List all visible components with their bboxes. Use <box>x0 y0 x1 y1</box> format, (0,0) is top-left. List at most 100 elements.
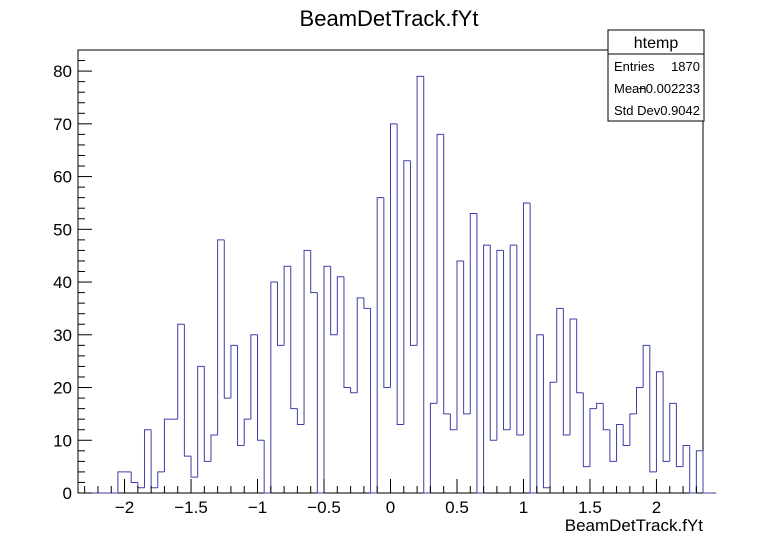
histogram-bin <box>290 266 298 410</box>
histogram-bin <box>655 371 664 472</box>
histogram-bin <box>456 260 464 430</box>
histogram-bin <box>702 450 710 494</box>
histogram-bars <box>78 75 717 494</box>
y-tick-label: 40 <box>53 273 72 292</box>
histogram-bin <box>616 423 624 462</box>
histogram-bin <box>582 392 590 468</box>
histogram-bin <box>443 134 451 415</box>
histogram-bin <box>556 307 564 383</box>
histogram-bin <box>569 318 577 435</box>
histogram-bin <box>483 244 491 493</box>
x-tick-label: 2 <box>652 498 661 517</box>
x-tick-label: 1.5 <box>578 498 602 517</box>
histogram-bin <box>217 239 225 435</box>
histogram-bin <box>270 281 278 493</box>
stats-mean-value: −0.002233 <box>638 81 700 96</box>
histogram-bin <box>429 402 438 493</box>
stats-stddev-label: Std Dev <box>614 103 661 118</box>
histogram-bin <box>636 387 644 414</box>
histogram-bin <box>323 265 331 493</box>
histogram-bin <box>237 345 245 447</box>
histogram-bin <box>602 403 610 431</box>
x-tick-label: −0.5 <box>307 498 341 517</box>
stats-box-title: htemp <box>634 35 679 52</box>
histogram-bin <box>157 471 165 488</box>
y-tick-label: 70 <box>53 115 72 134</box>
histogram-bin <box>469 212 477 414</box>
histogram-bin <box>496 249 504 441</box>
histogram-bin <box>695 450 703 493</box>
histogram-bin <box>296 408 305 425</box>
histogram-bin <box>330 266 338 336</box>
histogram-bin <box>449 413 457 431</box>
stats-entries-value: 1870 <box>671 59 700 74</box>
histogram-bin <box>263 440 271 494</box>
histogram-bin <box>423 76 431 494</box>
chart-title: BeamDetTrack.fYt <box>300 6 479 31</box>
y-tick-label: 50 <box>53 220 72 239</box>
x-tick-label: −1 <box>248 498 267 517</box>
histogram-bin <box>536 334 544 493</box>
histogram-bin <box>223 239 231 399</box>
histogram-bin <box>396 123 404 425</box>
histogram-bin <box>522 202 531 435</box>
y-tick-label: 20 <box>53 379 72 398</box>
histogram-bin <box>622 424 630 447</box>
histogram-bin <box>596 402 604 409</box>
x-axis: −2 −1.5 −1 −0.5 0 0.5 1 1.5 2 <box>84 479 697 517</box>
histogram-bin <box>509 244 517 430</box>
histogram-bin <box>562 308 571 436</box>
histogram-bin <box>503 250 511 431</box>
y-tick-label: 10 <box>53 431 72 450</box>
x-axis-title: BeamDetTrack.fYt <box>565 516 704 535</box>
histogram-bin <box>390 123 398 388</box>
histogram-bin <box>150 429 158 489</box>
x-tick-label: −2 <box>115 498 134 517</box>
y-tick-label: 60 <box>53 168 72 187</box>
histogram-bin <box>183 324 192 457</box>
y-tick-label: 30 <box>53 326 72 345</box>
y-tick-label: 0 <box>63 484 72 503</box>
histogram-bin <box>489 245 497 441</box>
histogram-bin <box>463 260 471 415</box>
histogram-bin <box>549 381 557 488</box>
histogram-bin <box>476 213 484 494</box>
histogram-bin <box>197 365 205 478</box>
histogram-bin <box>316 292 325 494</box>
histogram-bin <box>370 308 378 494</box>
histogram-bin <box>203 366 211 462</box>
x-tick-label: −1.5 <box>174 498 208 517</box>
histogram-bin <box>130 471 138 483</box>
histogram-bin <box>609 429 617 462</box>
histogram-bin <box>283 265 291 346</box>
histogram-bin <box>230 344 238 399</box>
stats-entries-label: Entries <box>614 59 655 74</box>
histogram-bin <box>356 297 364 393</box>
y-tick-label: 80 <box>53 62 72 81</box>
histogram-bin <box>177 323 185 420</box>
histogram-bin <box>276 282 285 346</box>
histogram-bin <box>343 276 351 389</box>
histogram-bin <box>310 250 318 294</box>
stats-box-frame <box>607 29 705 122</box>
x-tick-label: 0.5 <box>445 498 469 517</box>
histogram-bin <box>137 482 145 489</box>
histogram-bin <box>243 418 251 446</box>
histogram-bin <box>416 75 424 346</box>
histogram-bin <box>649 345 657 473</box>
histogram-bin <box>629 413 637 446</box>
stats-stddev-value: 0.9042 <box>660 103 700 118</box>
histogram-bin <box>363 297 371 309</box>
histogram-bin <box>257 334 265 441</box>
histogram-bin <box>336 276 344 335</box>
histogram-bin <box>190 456 198 478</box>
histogram-bin <box>376 197 384 493</box>
histogram-bin <box>642 344 650 388</box>
histogram-bin <box>436 133 444 404</box>
histogram-bin <box>409 160 418 346</box>
stats-box: htemp Entries 1870 Mean −0.002233 Std De… <box>607 29 705 122</box>
stats-mean-label: Mean <box>614 81 647 96</box>
histogram-bin <box>250 334 258 420</box>
histogram-bin <box>516 245 524 436</box>
